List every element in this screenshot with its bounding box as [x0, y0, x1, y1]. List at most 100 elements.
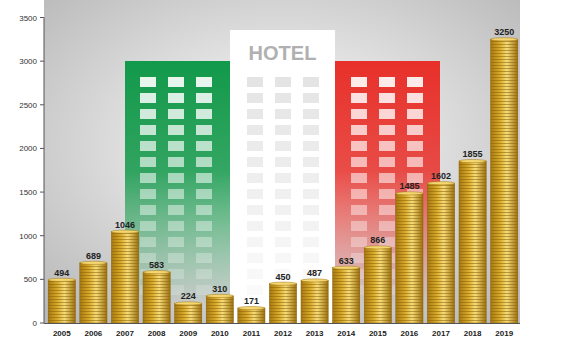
- window: [275, 173, 291, 183]
- window: [247, 93, 263, 103]
- window: [196, 205, 212, 215]
- bar-texture: [143, 272, 170, 323]
- window: [247, 141, 263, 151]
- window: [379, 141, 395, 151]
- window: [168, 237, 184, 247]
- data-label: 494: [54, 268, 69, 278]
- bar-cap: [396, 192, 423, 195]
- bar-cap: [491, 38, 518, 41]
- bar-cap: [364, 246, 391, 249]
- window: [196, 141, 212, 151]
- x-tick-label: 2015: [369, 329, 387, 338]
- bar-texture: [301, 280, 328, 323]
- x-axis-line: [44, 323, 520, 324]
- window: [303, 125, 319, 135]
- window: [407, 141, 423, 151]
- bar-texture: [206, 296, 233, 323]
- window: [379, 189, 395, 199]
- x-tick-label: 2008: [148, 329, 166, 338]
- window: [275, 93, 291, 103]
- window: [196, 285, 212, 295]
- coin-stack: [427, 182, 454, 323]
- window: [140, 109, 156, 119]
- y-tick-label: 500: [24, 275, 38, 284]
- window: [379, 93, 395, 103]
- x-tick-label: 2018: [464, 329, 482, 338]
- coin-stack: [269, 282, 296, 323]
- window: [247, 125, 263, 135]
- window: [168, 189, 184, 199]
- window: [303, 93, 319, 103]
- window: [196, 189, 212, 199]
- y-tick: [40, 61, 44, 62]
- data-label: 487: [307, 268, 322, 278]
- window: [351, 109, 367, 119]
- y-tick-label: 3500: [19, 14, 37, 23]
- y-tick: [40, 17, 44, 18]
- window: [140, 125, 156, 135]
- window: [351, 157, 367, 167]
- bar: [238, 308, 265, 323]
- window: [168, 221, 184, 231]
- window: [168, 205, 184, 215]
- y-tick: [40, 323, 44, 324]
- data-label: 633: [339, 256, 354, 266]
- window: [196, 253, 212, 263]
- y-tick-label: 1000: [19, 232, 37, 241]
- data-label: 689: [86, 251, 101, 261]
- x-tick-label: 2005: [53, 329, 71, 338]
- window: [379, 205, 395, 215]
- window: [275, 205, 291, 215]
- window: [351, 77, 367, 87]
- y-tick: [40, 104, 44, 105]
- hotel-illustration: [125, 30, 440, 323]
- window: [303, 237, 319, 247]
- bar-texture: [459, 161, 486, 323]
- plot-background: [44, 0, 520, 323]
- bar-cap: [48, 278, 75, 281]
- window: [379, 77, 395, 87]
- window: [275, 125, 291, 135]
- window: [140, 141, 156, 151]
- window: [275, 141, 291, 151]
- window: [140, 77, 156, 87]
- bar-cap: [111, 230, 138, 233]
- window: [379, 109, 395, 119]
- x-tick-label: 2010: [211, 329, 229, 338]
- window: [275, 157, 291, 167]
- window: [247, 173, 263, 183]
- window: [168, 77, 184, 87]
- bar: [427, 183, 454, 323]
- y-tick: [40, 148, 44, 149]
- coin-stack: [175, 302, 202, 323]
- window: [196, 173, 212, 183]
- window: [407, 157, 423, 167]
- bar: [333, 268, 360, 323]
- bar-texture: [175, 303, 202, 323]
- window: [303, 109, 319, 119]
- window: [247, 221, 263, 231]
- bar: [459, 161, 486, 323]
- bar-cap: [333, 266, 360, 269]
- window: [168, 141, 184, 151]
- window: [247, 269, 263, 279]
- data-label: 1485: [399, 181, 419, 191]
- window: [303, 253, 319, 263]
- data-label: 310: [212, 284, 227, 294]
- window: [168, 109, 184, 119]
- bar-texture: [333, 268, 360, 323]
- bar-texture: [396, 193, 423, 323]
- bar: [143, 272, 170, 323]
- data-label: 450: [275, 272, 290, 282]
- window: [140, 237, 156, 247]
- y-tick: [40, 279, 44, 280]
- data-label: 1046: [115, 220, 135, 230]
- bar-cap: [427, 182, 454, 185]
- window: [351, 141, 367, 151]
- bar-texture: [427, 183, 454, 323]
- coin-stack: [333, 266, 360, 323]
- window: [247, 253, 263, 263]
- x-tick-label: 2009: [179, 329, 197, 338]
- window: [247, 205, 263, 215]
- bar: [491, 39, 518, 323]
